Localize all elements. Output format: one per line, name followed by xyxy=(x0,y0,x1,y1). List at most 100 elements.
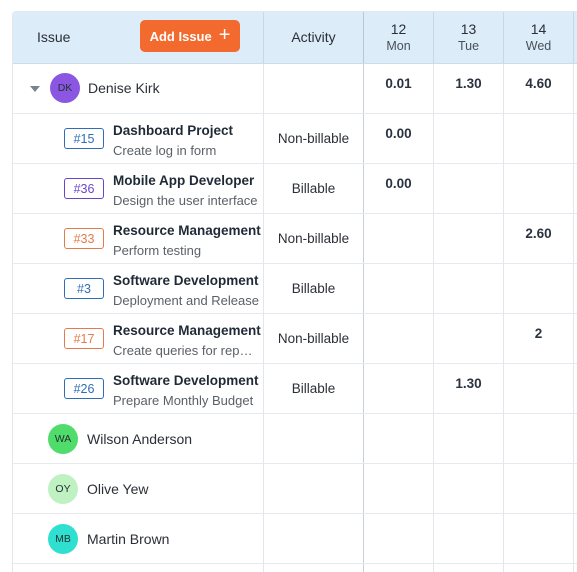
issue-id-badge[interactable]: #3 xyxy=(64,278,104,299)
hours-cell[interactable] xyxy=(363,264,433,313)
hours-cell[interactable] xyxy=(503,114,573,163)
hours-cell[interactable] xyxy=(433,264,503,313)
issue-row[interactable]: #26 Software Development Prepare Monthly… xyxy=(13,364,577,414)
hours-cell[interactable]: 0.00 xyxy=(363,164,433,213)
activity-cell xyxy=(263,64,363,113)
issue-row[interactable]: #33 Resource Management Perform testing … xyxy=(13,214,577,264)
issue-row[interactable]: #36 Mobile App Developer Design the user… xyxy=(13,164,577,214)
hours-cell[interactable]: 0.01 xyxy=(363,64,433,113)
hours-total: 1.30 xyxy=(455,76,482,91)
hours-cell[interactable] xyxy=(503,464,573,513)
hours-cell[interactable] xyxy=(573,214,577,263)
hours-cell[interactable] xyxy=(573,514,577,563)
issue-project-title: Resource Management xyxy=(113,223,261,238)
hours-cell[interactable] xyxy=(433,314,503,363)
day-number: 13 xyxy=(460,21,477,37)
hours-cell[interactable] xyxy=(433,214,503,263)
issue-cell: #26 Software Development Prepare Monthly… xyxy=(13,364,263,413)
hours-cell[interactable] xyxy=(573,414,577,463)
hours-cell xyxy=(363,564,433,572)
hours-cell[interactable] xyxy=(573,464,577,513)
issue-project-title: Mobile App Developer xyxy=(113,173,255,188)
hours-cell[interactable] xyxy=(363,364,433,413)
issue-id-badge[interactable]: #26 xyxy=(64,378,104,399)
hours-cell[interactable] xyxy=(503,364,573,413)
hours-cell[interactable] xyxy=(503,414,573,463)
issue-row[interactable]: #15 Dashboard Project Create log in form… xyxy=(13,114,577,164)
hours-cell[interactable] xyxy=(433,164,503,213)
hours-cell[interactable] xyxy=(573,314,577,363)
day-name: Mon xyxy=(386,39,411,53)
hours-cell[interactable]: 4.60 xyxy=(503,64,573,113)
hours-cell[interactable] xyxy=(573,364,577,413)
activity-type: Billable xyxy=(291,381,336,396)
hours-cell[interactable] xyxy=(433,114,503,163)
activity-type: Non-billable xyxy=(277,331,350,346)
hours-cell[interactable] xyxy=(573,64,577,113)
day-name: Tue xyxy=(457,39,480,53)
grid-header: Issue Add Issue + Activity 12 Mon 13 Tue… xyxy=(13,12,577,64)
hours-cell[interactable] xyxy=(433,514,503,563)
hours-cell xyxy=(503,564,573,572)
issue-id-badge[interactable]: #15 xyxy=(64,128,104,149)
avatar: WA xyxy=(48,424,78,454)
issue-cell: #17 Resource Management Create queries f… xyxy=(13,314,263,363)
hours-cell[interactable] xyxy=(573,164,577,213)
hours-total: 4.60 xyxy=(525,76,552,91)
day-number: 12 xyxy=(390,21,407,37)
hours-cell[interactable] xyxy=(363,214,433,263)
hours-cell[interactable] xyxy=(503,514,573,563)
issue-id-badge[interactable]: #17 xyxy=(64,328,104,349)
activity-cell[interactable]: Billable xyxy=(263,264,363,313)
issue-row[interactable]: #3 Software Development Deployment and R… xyxy=(13,264,577,314)
activity-type: Non-billable xyxy=(277,231,350,246)
hours-cell[interactable] xyxy=(363,464,433,513)
issue-cell: #36 Mobile App Developer Design the user… xyxy=(13,164,263,213)
person-name: Wilson Anderson xyxy=(87,431,193,447)
hours-cell[interactable] xyxy=(433,414,503,463)
activity-cell[interactable]: Non-billable xyxy=(263,214,363,263)
issue-id-badge[interactable]: #33 xyxy=(64,228,104,249)
issue-project-title: Software Development xyxy=(113,373,259,388)
hours-cell[interactable] xyxy=(573,114,577,163)
activity-cell[interactable]: Non-billable xyxy=(263,314,363,363)
add-issue-label: Add Issue xyxy=(149,28,212,44)
hours-cell[interactable] xyxy=(363,314,433,363)
hours-cell[interactable]: 2 xyxy=(503,314,573,363)
hours-cell[interactable]: 1.30 xyxy=(433,64,503,113)
day-name: Wed xyxy=(525,39,552,53)
hours-cell[interactable] xyxy=(503,264,573,313)
activity-type: Billable xyxy=(291,181,336,196)
hours-cell[interactable] xyxy=(363,514,433,563)
person-row-denise-kirk[interactable]: DK Denise Kirk 0.01 1.30 4.60 xyxy=(13,64,577,114)
person-row-wilson-anderson[interactable]: WA Wilson Anderson xyxy=(13,414,577,464)
caret-down-icon[interactable] xyxy=(30,86,40,92)
hours-value: 1.30 xyxy=(455,376,482,391)
activity-cell xyxy=(263,414,363,463)
hours-cell[interactable]: 0.00 xyxy=(363,114,433,163)
issue-task-subtitle: Perform testing xyxy=(113,243,202,258)
hours-cell[interactable] xyxy=(503,164,573,213)
plus-icon: + xyxy=(218,24,231,46)
add-issue-button[interactable]: Add Issue + xyxy=(140,20,240,52)
hours-cell[interactable] xyxy=(573,264,577,313)
hours-cell[interactable]: 2.60 xyxy=(503,214,573,263)
activity-cell[interactable]: Billable xyxy=(263,164,363,213)
hours-cell[interactable] xyxy=(433,464,503,513)
issue-id-badge[interactable]: #36 xyxy=(64,178,104,199)
person-row-olive-yew[interactable]: OY Olive Yew xyxy=(13,464,577,514)
activity-cell xyxy=(263,464,363,513)
day-number: 14 xyxy=(530,21,547,37)
hours-cell[interactable]: 1.30 xyxy=(433,364,503,413)
day-header-14: 14 Wed xyxy=(503,12,573,63)
hours-cell[interactable] xyxy=(363,414,433,463)
hours-cell xyxy=(433,564,503,572)
activity-cell[interactable]: Non-billable xyxy=(263,114,363,163)
header-issue-cell: Issue Add Issue + xyxy=(13,12,263,63)
person-row-martin-brown[interactable]: MB Martin Brown xyxy=(13,514,577,564)
activity-cell[interactable]: Billable xyxy=(263,364,363,413)
issue-column-header: Issue xyxy=(37,29,71,45)
issue-task-subtitle: Create log in form xyxy=(113,143,217,158)
issue-row[interactable]: #17 Resource Management Create queries f… xyxy=(13,314,577,364)
issue-cell: #15 Dashboard Project Create log in form xyxy=(13,114,263,163)
